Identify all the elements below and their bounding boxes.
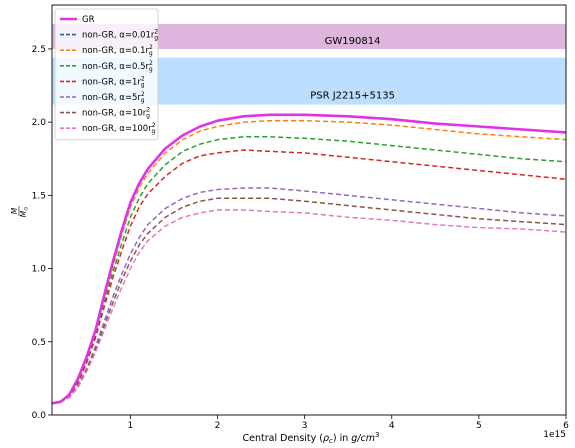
x-tick-label-0: 1: [128, 421, 134, 431]
series-line-7: [51, 209, 567, 405]
x-axis-label: Central Density (ρc) in g/cm3: [243, 431, 380, 445]
legend-label-1: non-GR, α=0.01r2 g: [82, 29, 158, 42]
axes-layer: 1 2 3 4 5 6 0.0 0.5 1.0 1.5 2.0 2.5: [32, 4, 569, 431]
band-label-1: PSR J2215+5135: [310, 91, 395, 102]
x-offset-label: 1e15: [543, 430, 566, 440]
series-layer: [51, 113, 567, 405]
band-label-0: GW190814: [325, 36, 381, 47]
x-tick-label-4: 5: [476, 421, 482, 431]
legend-label-6: non-GR, α=10r2 g: [82, 107, 150, 120]
legend-label-7: non-GR, α=100r2 g: [82, 122, 156, 135]
legend: GR non-GR, α=0.01r2 g non-GR, α=0.1r2 g non-G…: [54, 8, 159, 141]
x-tick-label-5: 6: [563, 421, 569, 431]
series-line-4: [51, 149, 567, 405]
y-tick-label-5: 2.5: [32, 45, 46, 55]
legend-box: [54, 8, 159, 141]
y-tick-label-4: 2.0: [32, 118, 47, 128]
legend-label-5: non-GR, α=5r2 g: [82, 91, 145, 104]
svg-text:M: M: [10, 207, 19, 214]
y-axis-label: M M⊙: [10, 206, 30, 217]
y-tick-label-1: 0.5: [32, 338, 46, 348]
y-tick-label-0: 0.0: [32, 411, 47, 421]
legend-label-3: non-GR, α=0.5r2 g: [82, 60, 153, 73]
x-tick-label-2: 3: [302, 421, 308, 431]
x-tick-label-3: 4: [389, 421, 395, 431]
legend-label-0: GR: [82, 15, 95, 25]
svg-text:M⊙: M⊙: [19, 207, 30, 218]
plot-frame: [51, 4, 567, 416]
x-tick-label-1: 2: [215, 421, 221, 431]
legend-label-4: non-GR, α=1r2 g: [82, 75, 145, 88]
y-tick-label-2: 1.0: [32, 265, 47, 275]
y-tick-label-3: 1.5: [32, 191, 46, 201]
legend-label-2: non-GR, α=0.1r2 g: [82, 44, 153, 57]
series-line-0: [51, 113, 567, 405]
